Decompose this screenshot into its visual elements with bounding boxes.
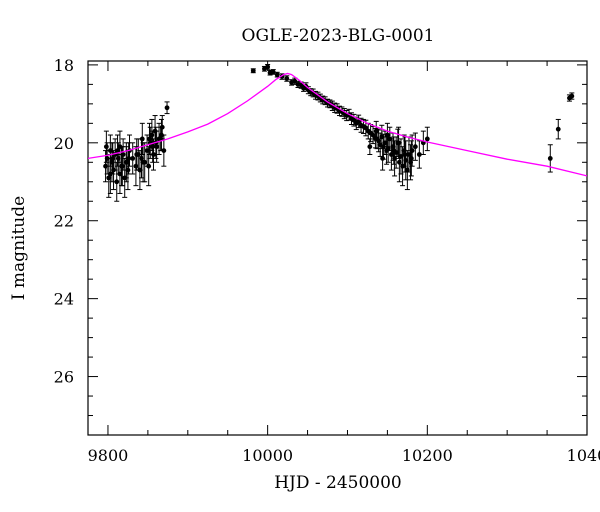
data-point bbox=[373, 120, 379, 142]
data-point bbox=[569, 92, 575, 100]
data-marker bbox=[117, 144, 123, 150]
data-point bbox=[356, 114, 362, 129]
data-marker bbox=[284, 76, 290, 81]
data-marker bbox=[146, 163, 152, 169]
data-point bbox=[107, 154, 113, 194]
y-tick-label: 26 bbox=[54, 368, 74, 387]
data-marker bbox=[107, 171, 113, 177]
data-point bbox=[150, 130, 156, 163]
model-curve bbox=[88, 72, 587, 177]
data-marker bbox=[126, 155, 132, 161]
x-tick-label: 9800 bbox=[88, 446, 129, 465]
data-point bbox=[250, 68, 256, 74]
data-marker bbox=[292, 78, 298, 84]
x-tick-label: 1040 bbox=[567, 446, 600, 465]
data-point bbox=[380, 146, 386, 171]
axis-tick-labels: 9800 10000 10200 1040 18 20 22 24 26 bbox=[54, 56, 600, 465]
data-marker bbox=[147, 136, 152, 142]
data-marker bbox=[412, 144, 418, 150]
data-marker bbox=[402, 152, 408, 157]
data-marker bbox=[547, 155, 553, 161]
data-point bbox=[134, 138, 140, 171]
x-tick-label: 10000 bbox=[242, 446, 293, 465]
data-point bbox=[146, 122, 152, 155]
y-tick-label: 20 bbox=[54, 134, 74, 153]
data-point bbox=[384, 122, 390, 148]
x-tick-label: 10200 bbox=[402, 446, 453, 465]
data-marker bbox=[408, 155, 414, 161]
data-marker bbox=[373, 128, 379, 134]
data-point bbox=[117, 130, 123, 163]
data-marker bbox=[150, 144, 156, 150]
data-marker bbox=[274, 72, 280, 78]
data-point bbox=[138, 138, 144, 179]
data-point bbox=[367, 138, 373, 155]
data-marker bbox=[409, 148, 415, 154]
data-marker bbox=[265, 64, 271, 70]
data-point bbox=[420, 130, 426, 155]
data-marker bbox=[424, 136, 430, 142]
data-marker bbox=[114, 179, 120, 185]
chart-title: OGLE-2023-BLG-0001 bbox=[242, 26, 435, 46]
y-axis-label: I magnitude bbox=[9, 196, 29, 300]
data-point bbox=[412, 132, 418, 161]
data-point bbox=[119, 146, 125, 187]
data-marker bbox=[115, 148, 120, 154]
data-point bbox=[391, 136, 397, 165]
data-marker bbox=[134, 152, 140, 157]
data-marker bbox=[250, 68, 256, 74]
data-marker bbox=[555, 126, 561, 132]
data-marker bbox=[120, 152, 126, 157]
data-marker bbox=[119, 163, 125, 169]
y-tick-label: 24 bbox=[54, 290, 74, 309]
x-axis-label: HJD - 2450000 bbox=[274, 473, 402, 493]
data-point bbox=[103, 130, 109, 163]
data-point bbox=[164, 101, 170, 115]
data-marker bbox=[139, 155, 144, 161]
data-marker bbox=[110, 155, 116, 161]
data-marker bbox=[130, 155, 136, 161]
data-marker bbox=[133, 163, 139, 169]
data-point bbox=[555, 118, 561, 140]
axis-ticks bbox=[88, 61, 588, 436]
data-point bbox=[274, 71, 280, 78]
data-point bbox=[126, 142, 132, 175]
data-point bbox=[295, 80, 301, 88]
data-marker bbox=[380, 155, 386, 161]
data-marker bbox=[367, 144, 373, 150]
data-marker bbox=[161, 148, 167, 154]
data-point bbox=[284, 75, 290, 82]
data-point bbox=[408, 140, 414, 177]
data-marker bbox=[416, 152, 422, 157]
data-marker bbox=[103, 144, 109, 150]
data-point bbox=[123, 142, 129, 183]
data-points bbox=[103, 64, 575, 202]
y-tick-label: 22 bbox=[54, 212, 74, 231]
data-marker bbox=[391, 148, 397, 154]
data-point bbox=[115, 134, 121, 167]
plot-frame bbox=[87, 60, 588, 436]
data-point bbox=[396, 126, 402, 159]
data-marker bbox=[396, 140, 401, 146]
data-marker bbox=[569, 93, 575, 99]
data-point bbox=[265, 64, 271, 70]
data-marker bbox=[123, 159, 129, 165]
data-point bbox=[424, 126, 430, 152]
data-marker bbox=[385, 132, 390, 138]
data-marker bbox=[270, 69, 276, 75]
y-tick-label: 18 bbox=[54, 56, 74, 75]
data-marker bbox=[164, 105, 170, 111]
